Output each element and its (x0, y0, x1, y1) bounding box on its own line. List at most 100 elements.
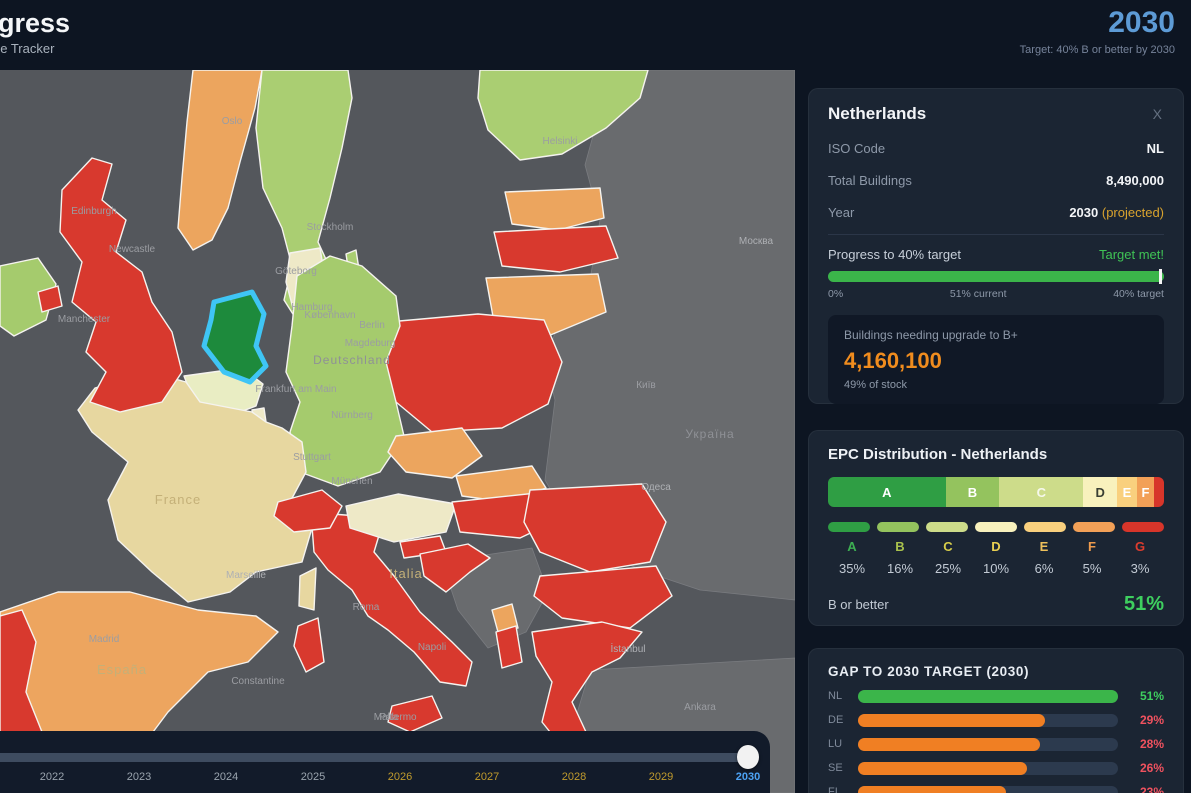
country-netherlands[interactable] (201, 289, 269, 385)
epc-segment-E: E (1116, 477, 1138, 507)
epc-pct-B: 16% (886, 561, 914, 576)
map-label: Oslo (222, 116, 243, 127)
epc-segment-C: C (999, 477, 1084, 507)
country-latvia[interactable] (493, 225, 619, 273)
timeline-year-labels: 2022 2023 2024 2025 2026 2027 2028 2029 2030 (0, 771, 770, 791)
b-or-better-label: B or better (828, 597, 889, 612)
year-label: Year (828, 205, 855, 220)
scale-zero: 0% (828, 288, 844, 300)
epc-grade-letters: A B C D E F G (828, 539, 1164, 554)
gap-value: 51% (1139, 689, 1164, 703)
epc-pill-F (1073, 522, 1115, 532)
country-uk[interactable] (59, 157, 183, 413)
epc-panel-title: EPC Distribution - Netherlands (828, 446, 1048, 463)
map-label: Palermo (379, 712, 417, 723)
country-ireland[interactable] (0, 257, 57, 337)
country-austria[interactable] (345, 493, 457, 543)
gap-row-FI: FI 23% (828, 785, 1164, 793)
progress-bar (828, 269, 1164, 284)
divider (828, 234, 1164, 235)
target-marker (1158, 269, 1162, 284)
map-label: Deutschland (313, 353, 391, 367)
timeline-slider-track[interactable] (0, 753, 756, 762)
gap-row-LU: LU 28% (828, 737, 1164, 751)
country-norway[interactable] (177, 69, 263, 251)
gap-country-code: LU (828, 738, 843, 750)
epc-letter-C: C (943, 539, 953, 554)
map-label: Одеса (641, 482, 671, 493)
gap-country-code: FI (828, 786, 838, 793)
map-label: Göteborg (275, 266, 317, 277)
country-bulgaria[interactable] (533, 565, 673, 629)
close-icon[interactable]: X (1152, 106, 1162, 122)
map-label: France (155, 492, 201, 507)
year-value: 2030 (projected) (1069, 205, 1164, 220)
gap-rows: NL 51% DE 29% LU 28% SE 26% FI 23% (828, 689, 1164, 793)
gap-value: 28% (1139, 737, 1164, 751)
country-romania[interactable] (523, 483, 667, 573)
epc-pct-E: 6% (1034, 561, 1054, 576)
gap-bar-fill (858, 785, 1007, 793)
iso-code-row: ISO Code NL (828, 141, 1164, 156)
timeline-year-2029[interactable]: 2029 (648, 771, 674, 783)
gap-bar-track (858, 737, 1118, 751)
map-label: Marseille (226, 570, 266, 581)
map-label: Київ (636, 380, 656, 391)
epc-pill-E (1024, 522, 1066, 532)
epc-pct-F: 5% (1082, 561, 1102, 576)
current-year-display: 2030 (1108, 6, 1175, 39)
map-label: Berlin (359, 320, 385, 331)
gap-row-NL: NL 51% (828, 689, 1164, 703)
country-estonia[interactable] (504, 187, 605, 231)
europe-map[interactable]: Oslo Stockholm Helsinki Göteborg København Ha… (0, 69, 796, 793)
epc-pill-G (1122, 522, 1164, 532)
timeline-year-2028[interactable]: 2028 (561, 771, 587, 783)
map-label: Italia (389, 566, 422, 581)
timeline-year-2023[interactable]: 2023 (126, 771, 152, 783)
map-label: Москва (739, 236, 774, 247)
timeline-year-2027[interactable]: 2027 (474, 771, 500, 783)
epc-pill-B (877, 522, 919, 532)
country-switzerland[interactable] (273, 489, 343, 533)
map-label: Napoli (418, 642, 446, 653)
target-status: Target met! (1098, 247, 1164, 262)
gap-value: 29% (1139, 713, 1164, 727)
timeline-slider-handle[interactable] (737, 745, 759, 769)
country-czechia[interactable] (387, 427, 483, 479)
timeline-year-2026[interactable]: 2026 (387, 771, 413, 783)
map-label: Nürnberg (331, 410, 373, 421)
timeline-year-2024[interactable]: 2024 (213, 771, 239, 783)
country-albania[interactable] (495, 625, 523, 669)
target-caption: Target: 40% B or better by 2030 (1019, 44, 1175, 56)
map-land-neutral (544, 69, 796, 601)
epc-segment-D: D (1083, 477, 1117, 507)
map-label: København (304, 310, 355, 321)
country-montenegro[interactable] (491, 603, 519, 633)
map-label: Manchester (58, 314, 111, 325)
gap-bar-track (858, 761, 1118, 775)
country-sicily[interactable] (387, 695, 443, 733)
timeline-panel: 2022 2023 2024 2025 2026 2027 2028 2029 2030 (0, 731, 770, 793)
gap-value: 23% (1139, 785, 1164, 793)
epc-grade-pills (828, 522, 1164, 532)
timeline-year-2022[interactable]: 2022 (39, 771, 65, 783)
country-sardinia[interactable] (293, 617, 325, 673)
map-label: Magdeburg (345, 338, 396, 349)
country-corsica[interactable] (298, 567, 317, 611)
map-label: Україна (685, 427, 734, 441)
country-finland[interactable] (477, 69, 649, 161)
map-label: Hamburg (291, 302, 332, 313)
year-row: Year 2030 (projected) (828, 205, 1164, 220)
timeline-year-2030[interactable]: 2030 (735, 771, 761, 783)
gap-country-code: DE (828, 714, 844, 726)
country-croatia[interactable] (419, 543, 491, 593)
country-nireland[interactable] (37, 285, 63, 313)
country-greece[interactable] (531, 621, 643, 753)
map-label: España (97, 662, 147, 677)
timeline-year-2025[interactable]: 2025 (300, 771, 326, 783)
map-canvas[interactable]: Oslo Stockholm Helsinki Göteborg KøbenhavnHa… (0, 69, 796, 793)
map-label: Stuttgart (293, 452, 331, 463)
iso-code-label: ISO Code (828, 141, 886, 156)
